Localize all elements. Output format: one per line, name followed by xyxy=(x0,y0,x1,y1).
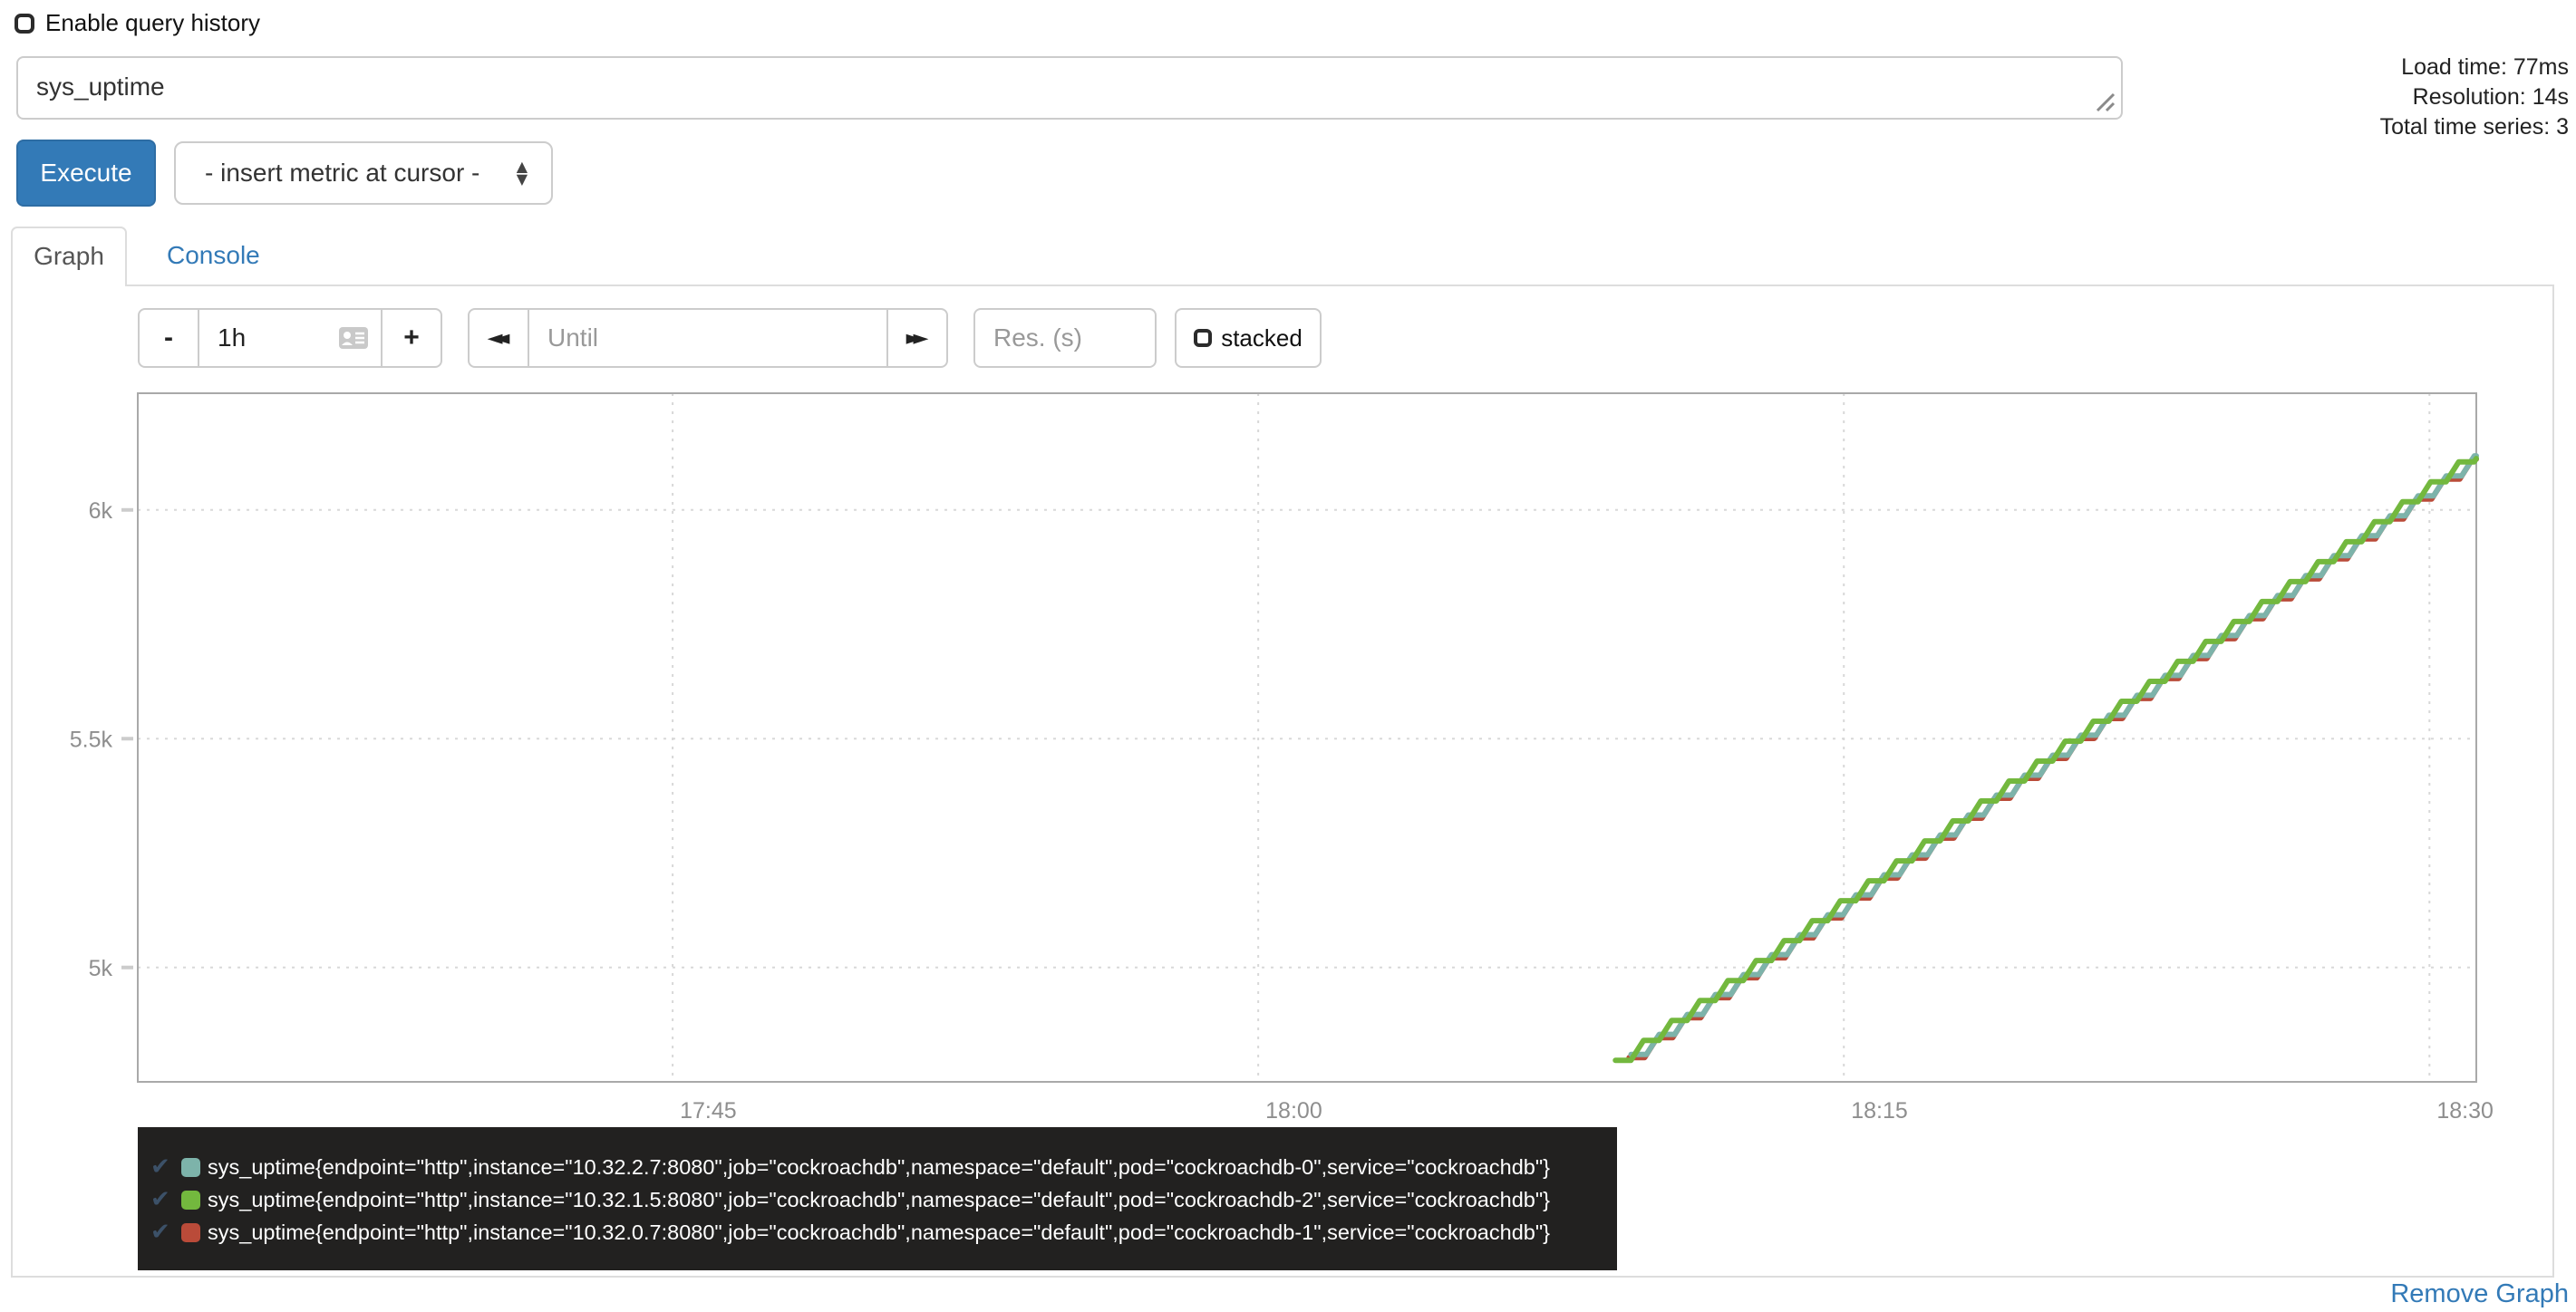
stacked-checkbox[interactable] xyxy=(1194,329,1213,347)
query-history-checkbox[interactable] xyxy=(15,13,34,34)
tab-graph[interactable]: Graph xyxy=(11,227,127,286)
fast-forward-icon: ►► xyxy=(905,326,929,350)
legend-item[interactable]: ✔ sys_uptime{endpoint="http",instance="10… xyxy=(150,1151,1604,1183)
x-tick-label: 17:45 xyxy=(680,1098,737,1124)
legend-check-icon: ✔ xyxy=(150,1219,170,1246)
legend-label: sys_uptime{endpoint="http",instance="10.… xyxy=(208,1154,1551,1179)
expression-input[interactable]: sys_uptime xyxy=(16,56,2123,120)
remove-graph-link[interactable]: Remove Graph xyxy=(2390,1279,2569,1308)
load-time: Load time: 77ms xyxy=(2401,54,2569,80)
legend-item[interactable]: ✔ sys_uptime{endpoint="http",instance="10… xyxy=(150,1216,1604,1249)
legend-label: sys_uptime{endpoint="http",instance="10.… xyxy=(208,1220,1551,1244)
series-line xyxy=(1612,456,2479,1064)
graph-panel: - + ◄◄ ►► stacked 5k 5.5k 6k 17:45 18:00 18:1… xyxy=(11,285,2554,1278)
time-back-button[interactable]: ◄◄ xyxy=(468,308,529,368)
x-tick-label: 18:00 xyxy=(1265,1098,1322,1124)
expression-input-wrapper: sys_uptime xyxy=(16,56,2123,120)
chart-svg[interactable]: 5k 5.5k 6k 17:45 18:00 18:15 18:30 xyxy=(13,286,2552,1276)
insert-metric-label: - insert metric at cursor - xyxy=(205,159,480,187)
select-spinner-icon: ▲ ▼ xyxy=(516,158,528,188)
autofill-contact-icon[interactable] xyxy=(337,325,370,351)
range-shrink-button[interactable]: - xyxy=(138,308,199,368)
y-tick-label: 6k xyxy=(89,498,113,524)
rewind-icon: ◄◄ xyxy=(487,326,510,350)
y-tick-label: 5.5k xyxy=(70,727,113,752)
graph-controls: - + ◄◄ ►► stacked xyxy=(138,308,1322,368)
x-tick-label: 18:15 xyxy=(1851,1098,1908,1124)
execute-button[interactable]: Execute xyxy=(16,140,156,207)
range-input-wrapper xyxy=(198,308,383,368)
legend-swatch xyxy=(181,1222,200,1242)
legend-check-icon: ✔ xyxy=(150,1153,170,1181)
legend-check-icon: ✔ xyxy=(150,1186,170,1213)
legend-swatch xyxy=(181,1190,200,1210)
y-tick-label: 5k xyxy=(89,956,113,981)
stacked-toggle[interactable]: stacked xyxy=(1175,308,1322,368)
plot-frame xyxy=(137,392,2477,1083)
resolution: Resolution: 14s xyxy=(2412,84,2569,110)
tab-console[interactable]: Console xyxy=(167,241,260,269)
range-grow-button[interactable]: + xyxy=(381,308,442,368)
legend-swatch xyxy=(181,1157,200,1177)
until-input[interactable] xyxy=(528,308,888,368)
resolution-input[interactable] xyxy=(973,308,1157,368)
query-history-toggle[interactable]: Enable query history xyxy=(15,9,260,37)
stacked-label: stacked xyxy=(1221,323,1303,352)
chart-legend: ✔ sys_uptime{endpoint="http",instance="10… xyxy=(138,1127,1617,1270)
x-tick-label: 18:30 xyxy=(2436,1098,2494,1124)
resize-handle-icon[interactable] xyxy=(2092,89,2116,112)
insert-metric-select[interactable]: - insert metric at cursor - ▲ ▼ xyxy=(174,141,553,205)
legend-label: sys_uptime{endpoint="http",instance="10.… xyxy=(208,1187,1551,1211)
query-history-label: Enable query history xyxy=(45,9,261,36)
time-forward-button[interactable]: ►► xyxy=(886,308,948,368)
query-stats: Load time: 77ms Resolution: 14s Total ti… xyxy=(2380,53,2569,142)
legend-item[interactable]: ✔ sys_uptime{endpoint="http",instance="10… xyxy=(150,1183,1604,1216)
total-time-series: Total time series: 3 xyxy=(2379,114,2569,140)
